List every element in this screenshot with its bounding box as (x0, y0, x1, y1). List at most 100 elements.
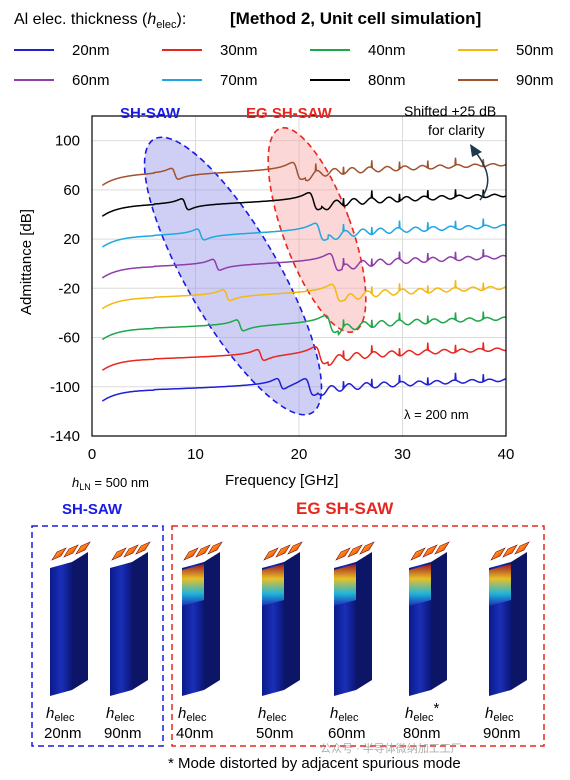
header-suffix: ): (176, 11, 186, 28)
mode-field-hotspot (409, 564, 431, 606)
sh-saw-box (31, 525, 164, 747)
legend-label-90nm: 90nm (516, 72, 554, 89)
mode-block-side (511, 552, 527, 690)
shift-arrow (473, 149, 489, 201)
mode-label-value: 20nm (44, 725, 82, 742)
mode-block-side (204, 552, 220, 690)
mode-label-value: 60nm (328, 725, 366, 742)
mode-electrode (514, 541, 530, 555)
x-tick-label: 0 (88, 446, 96, 463)
mode-electrode (502, 544, 518, 558)
mode-label-sub: elec (114, 712, 135, 724)
mode-label-value: 50nm (256, 725, 294, 742)
mode-electrode (410, 547, 426, 561)
mode-label-h-symbol: h (106, 705, 114, 722)
mode-label-h-symbol: h (258, 705, 266, 722)
mode-eg-title: EG SH-SAW (296, 499, 394, 518)
mode-electrode (135, 541, 151, 555)
header-prefix: Al elec. thickness ( (14, 11, 148, 28)
mode-electrode (490, 547, 506, 561)
mode-electrode (63, 544, 79, 558)
shift-note-line2: for clarity (428, 122, 485, 138)
hln-h: h (72, 475, 79, 490)
mode-shapes: helec20nmhelec90nmhelec40nmhelec50nmhele… (44, 541, 530, 742)
shift-note-line1: Shifted +25 dB (404, 103, 496, 119)
mode-label-sub: elec (186, 712, 207, 724)
mode-electrode (287, 541, 303, 555)
mode-electrode (111, 547, 127, 561)
mode-electrode (75, 541, 91, 555)
mode-label-h: helec (106, 705, 135, 724)
series-line-20nm (101, 372, 507, 402)
x-tick-label: 40 (498, 446, 515, 463)
mode-label-sub: elec (413, 712, 434, 724)
mode-electrode (347, 544, 363, 558)
mode-label-h: helec* (405, 700, 440, 724)
mode-sh-title: SH-SAW (62, 501, 123, 518)
legend-label-50nm: 50nm (516, 42, 554, 59)
series-line-60nm (101, 249, 507, 279)
series-line-40nm (101, 311, 507, 341)
series-line-90nm (101, 157, 507, 186)
mode-electrode (275, 544, 291, 558)
mode-field-hotspot (182, 564, 204, 606)
shift-arrowhead-icon (470, 144, 482, 157)
mode-field-hotspot (334, 564, 356, 606)
y-tick-label: -100 (50, 379, 80, 396)
mode-label-star: * (434, 700, 440, 717)
mode-electrode (335, 547, 351, 561)
mode-label-h-symbol: h (46, 705, 54, 722)
mode-label-sub: elec (338, 712, 359, 724)
legend-label-60nm: 60nm (72, 72, 110, 89)
mode-label-sub: elec (493, 712, 514, 724)
mode-label-sub: elec (54, 712, 75, 724)
hln-sub: LN (79, 482, 91, 492)
footnote: * Mode distorted by adjacent spurious mo… (168, 755, 461, 772)
mode-block-side (132, 552, 148, 690)
mode-electrode (359, 541, 375, 555)
mode-block-side (431, 552, 447, 690)
y-tick-label: -140 (50, 428, 80, 445)
series-line-70nm (101, 218, 507, 248)
eg-sh-saw-annotation: EG SH-SAW (246, 105, 333, 122)
mode-label-h: helec (46, 705, 75, 724)
eg-sh-saw-box (171, 525, 545, 747)
header-sub: elec (156, 19, 177, 31)
legend-label-40nm: 40nm (368, 42, 406, 59)
mode-label-h-symbol: h (405, 705, 413, 722)
mode-label-h: helec (330, 705, 359, 724)
y-axis-label: Admittance [dB] (18, 209, 35, 315)
eg-sh-saw-ellipse (267, 127, 367, 333)
mode-electrode (123, 544, 139, 558)
sh-saw-annotation: SH-SAW (120, 105, 181, 122)
plot-frame (91, 115, 507, 437)
mode-ellipses (143, 127, 367, 416)
method-title: [Method 2, Unit cell simulation] (230, 9, 481, 28)
sh-saw-ellipse (143, 136, 323, 416)
y-tick-label: 100 (55, 133, 80, 150)
legend-label-70nm: 70nm (220, 72, 258, 89)
legend-label-20nm: 20nm (72, 42, 110, 59)
mode-electrode (207, 541, 223, 555)
mode-label-h: helec (178, 705, 207, 724)
mode-electrode (434, 541, 450, 555)
series-line-50nm (101, 280, 507, 310)
mode-block-side (72, 552, 88, 690)
y-tick-label: 20 (63, 231, 80, 248)
hln-value: = 500 nm (91, 475, 149, 490)
mode-block-front (110, 562, 132, 696)
mode-electrode (195, 544, 211, 558)
hln-label: hLN = 500 nm (72, 475, 149, 492)
plot-area: 0 10 20 30 40 100 60 20 -20 -60 -100 -140 (50, 115, 515, 463)
mode-label-value: 90nm (483, 725, 521, 742)
x-tick-label: 10 (187, 446, 204, 463)
x-axis-label: Frequency [GHz] (225, 472, 338, 489)
mode-block-front (50, 562, 72, 696)
y-tick-label: -20 (58, 280, 80, 297)
